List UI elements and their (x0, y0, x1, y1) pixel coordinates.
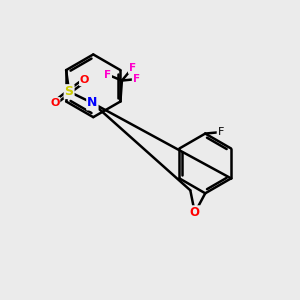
Text: F: F (129, 63, 136, 73)
Text: F: F (104, 70, 111, 80)
Text: N: N (87, 97, 98, 110)
Text: O: O (50, 98, 59, 108)
Text: F: F (218, 127, 224, 137)
Text: O: O (80, 75, 89, 85)
Text: O: O (190, 206, 200, 219)
Text: F: F (133, 74, 140, 84)
Text: S: S (64, 85, 74, 98)
